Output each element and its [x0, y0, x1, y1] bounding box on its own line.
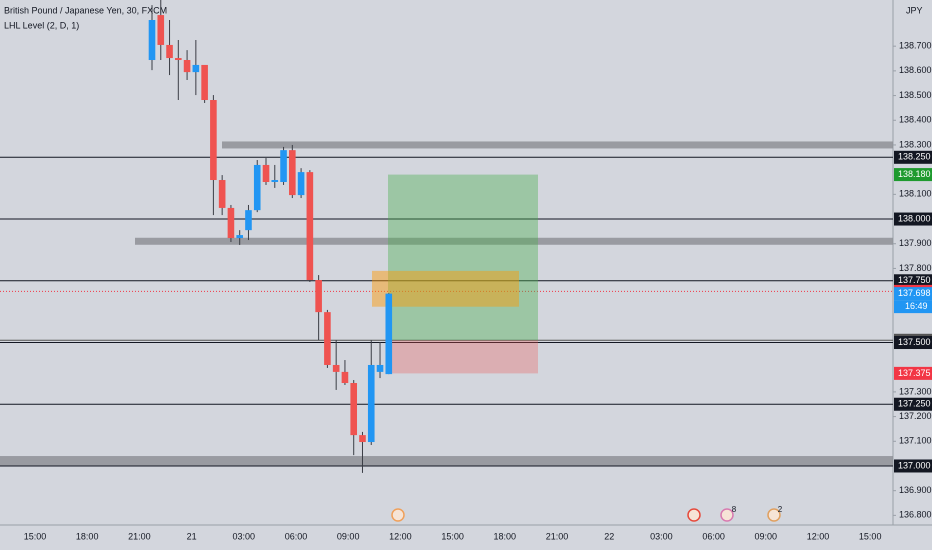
y-tick-label: 138.300	[899, 139, 932, 149]
x-tick-label: 09:00	[337, 531, 360, 541]
countdown-bg	[894, 300, 932, 314]
candle-body	[271, 180, 279, 182]
level-label: 137.000	[898, 460, 931, 470]
x-tick-label: 12:00	[807, 531, 830, 541]
level-label-bg	[894, 168, 932, 182]
level-label: 137.698	[898, 288, 931, 298]
stop-zone	[388, 340, 538, 374]
event-icon	[391, 508, 405, 522]
level-label-bg	[894, 274, 932, 288]
candle-body	[201, 64, 208, 101]
candle-body	[262, 164, 270, 182]
x-tick-label: 18:00	[494, 531, 517, 541]
candle-body	[332, 364, 340, 372]
candle-body	[315, 280, 322, 313]
level-label-bg	[894, 287, 932, 301]
y-tick-label: 136.800	[899, 510, 932, 520]
candle-body	[148, 20, 156, 61]
sr-zone	[222, 141, 893, 149]
x-tick-label: 21:00	[128, 531, 151, 541]
y-tick-label: 138.600	[899, 65, 932, 75]
countdown-label: 16:49	[905, 301, 928, 311]
candle-body	[367, 364, 375, 443]
level-label: 137.750	[898, 275, 931, 285]
level-label-bg	[894, 150, 932, 164]
sr-zone	[0, 456, 893, 467]
event-count: 8	[732, 505, 737, 514]
level-label: 138.180	[898, 169, 931, 179]
x-tick-label: 03:00	[650, 531, 673, 541]
x-tick-label: 18:00	[76, 531, 99, 541]
y-tick-label: 138.400	[899, 115, 932, 125]
candle-body	[350, 383, 358, 436]
y-tick-label: 137.300	[899, 386, 932, 396]
y-tick-label: 137.200	[899, 411, 932, 421]
y-tick-label: 136.900	[899, 485, 932, 495]
level-label-bg	[894, 336, 932, 350]
level-label-bg	[894, 397, 932, 411]
level-label: 137.250	[898, 399, 931, 409]
y-tick-label: 138.100	[899, 189, 932, 199]
level-label-bg	[894, 366, 932, 380]
candle-body	[297, 172, 305, 196]
candle-body	[210, 100, 217, 181]
y-tick-label: 137.800	[899, 263, 932, 273]
y-tick-label: 138.500	[899, 90, 932, 100]
candle-body	[359, 435, 366, 443]
event-icon	[720, 508, 734, 522]
indicator-label: LHL Level (2, D, 1)	[4, 20, 79, 30]
candle-body	[245, 210, 252, 231]
target-zone	[388, 174, 538, 341]
y-tick-label: 137.100	[899, 436, 932, 446]
x-tick-label: 15:00	[441, 531, 464, 541]
candle-body	[236, 235, 243, 239]
candle-body	[192, 64, 200, 73]
entry-zone	[372, 270, 519, 307]
candle-body	[385, 293, 393, 375]
chart-title: British Pound / Japanese Yen, 30, FXCM	[4, 5, 167, 15]
level-label: 137.375	[898, 368, 931, 378]
candle-body	[280, 150, 287, 182]
candle-body	[157, 15, 165, 45]
level-label-bg	[894, 459, 932, 473]
currency-label: JPY	[906, 5, 923, 15]
x-tick-label: 21:00	[546, 531, 569, 541]
y-tick-label: 138.700	[899, 41, 932, 51]
level-label: 138.250	[898, 152, 931, 162]
event-icon	[687, 508, 701, 522]
event-count: 2	[778, 505, 783, 514]
x-tick-label: 09:00	[755, 531, 778, 541]
candle-body	[289, 150, 296, 196]
level-label: 138.000	[898, 213, 931, 223]
y-tick-label: 137.900	[899, 238, 932, 248]
x-tick-label: 06:00	[285, 531, 308, 541]
candle-body	[166, 44, 173, 59]
x-tick-label: 03:00	[233, 531, 256, 541]
x-tick-label: 15:00	[859, 531, 882, 541]
candle-body	[253, 164, 261, 211]
candle-body	[341, 371, 349, 384]
sr-zone	[135, 237, 893, 245]
candle-body	[218, 180, 226, 208]
candle-body	[376, 364, 384, 372]
x-tick-label: 06:00	[702, 531, 725, 541]
x-tick-label: 22	[604, 531, 614, 541]
candle-body	[306, 172, 314, 281]
candle-body	[183, 60, 191, 73]
candle-body	[175, 58, 182, 61]
level-label: 137.500	[898, 337, 931, 347]
x-tick-label: 12:00	[389, 531, 412, 541]
level-label-bg	[894, 212, 932, 226]
x-tick-label: 21	[187, 531, 197, 541]
x-tick-label: 15:00	[24, 531, 47, 541]
candle-body	[324, 312, 331, 365]
event-icon	[767, 508, 781, 522]
candle-body	[227, 207, 235, 239]
